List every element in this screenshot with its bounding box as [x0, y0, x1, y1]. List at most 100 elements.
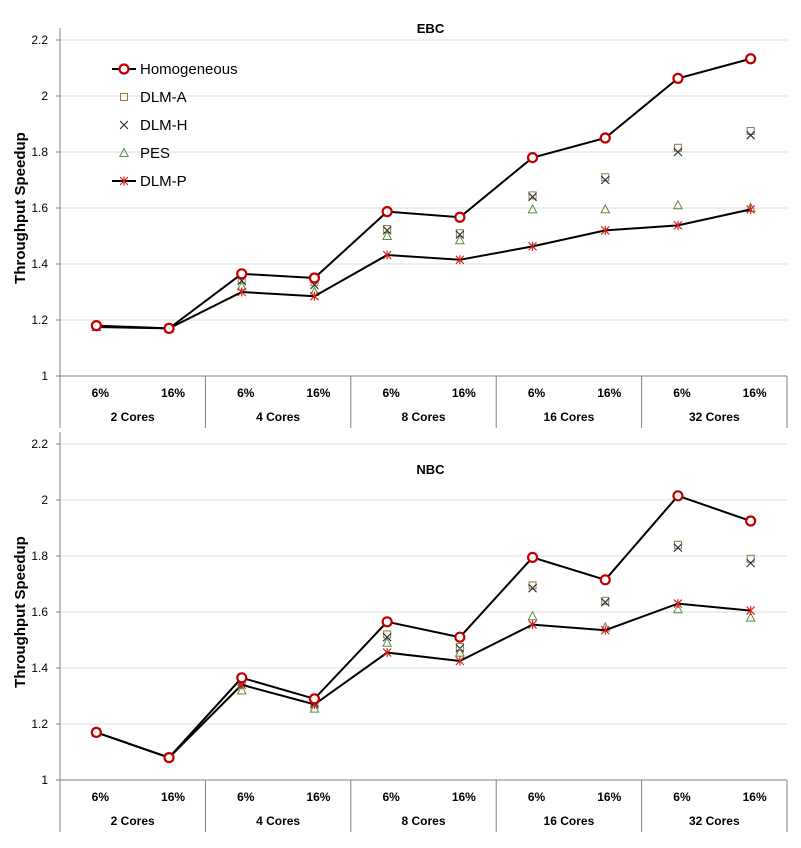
x-group-label: 16 Cores [544, 410, 595, 424]
x-tick-label: 6% [92, 790, 110, 804]
data-point [90, 320, 102, 332]
data-point-shape [746, 606, 756, 616]
x-tick-label: 6% [92, 386, 110, 400]
data-point [237, 287, 247, 297]
data-point-shape [600, 225, 610, 235]
data-point [600, 625, 610, 635]
x-tick-label: 6% [528, 386, 546, 400]
legend-label: Homogeneous [140, 61, 238, 78]
legend-item: PES [118, 145, 170, 162]
data-point [746, 204, 756, 214]
data-point [600, 597, 610, 607]
chart-ebc: 1 1.2 1.4 1.6 1.8 2 2.2 6% 16% 6% 16% 6% 16% 6% 16% 6% 1… [12, 21, 788, 428]
data-point-shape [599, 574, 611, 586]
legend: Homogeneous DLM-A DLM-H PES DLM-P [112, 61, 238, 190]
legend-marker [118, 63, 130, 75]
data-point [310, 291, 319, 301]
x-tick-label: 16% [306, 386, 330, 400]
data-point [746, 606, 756, 616]
data-point [526, 152, 539, 164]
data-point-shape [90, 320, 102, 332]
data-point [527, 203, 538, 214]
data-point-shape [526, 551, 539, 564]
data-point [454, 631, 466, 643]
legend-marker [120, 93, 128, 101]
data-point [454, 234, 465, 245]
data-point-shape [745, 612, 756, 622]
x-tick-label: 6% [673, 790, 691, 804]
legend-marker [119, 176, 129, 186]
data-point [673, 220, 683, 230]
series-line [96, 208, 751, 330]
data-point [163, 322, 175, 334]
data-point [600, 175, 610, 185]
series-pes [91, 603, 756, 762]
data-point [381, 616, 393, 628]
y-tick-label: 1.2 [31, 717, 48, 731]
data-point [673, 599, 683, 609]
legend-label: DLM-A [140, 89, 187, 106]
series-dlm-a [92, 127, 755, 333]
y-tick-label: 1.8 [31, 145, 48, 159]
data-point-shape [382, 648, 392, 658]
series-homogeneous [90, 53, 757, 334]
data-point-shape [308, 272, 321, 284]
data-point [600, 225, 610, 235]
data-point [746, 130, 756, 140]
series-line [96, 57, 751, 330]
data-point [528, 192, 537, 202]
data-point [382, 226, 392, 235]
data-point [672, 603, 683, 614]
legend-item: DLM-H [119, 117, 188, 134]
data-point [745, 612, 756, 622]
data-point [455, 656, 465, 666]
data-point [528, 620, 537, 630]
data-point-shape [673, 543, 683, 552]
data-point-shape [236, 672, 248, 684]
x-group-label: 32 Cores [689, 814, 740, 828]
data-point-shape [601, 596, 610, 605]
data-point-shape [672, 72, 684, 84]
data-point [90, 726, 102, 739]
chart-nbc: 1 1.2 1.4 1.6 1.8 2 2.2 6% 16% 6% 16% 6% 16% 6% 16% 6% 1… [12, 432, 788, 832]
data-point [600, 203, 611, 214]
data-point-shape [455, 255, 465, 265]
data-point [455, 255, 465, 265]
data-point-shape [672, 603, 683, 614]
data-point-shape [528, 192, 537, 202]
y-tick-label: 1.4 [31, 257, 48, 271]
series-line [96, 494, 751, 759]
data-point-shape [236, 684, 247, 695]
data-point [236, 684, 247, 695]
legend-marker-shape [119, 120, 129, 130]
x-group-label: 16 Cores [544, 814, 595, 828]
data-point-shape [455, 656, 465, 666]
x-tick-label: 16% [597, 790, 621, 804]
data-point-shape [746, 204, 756, 214]
data-point [745, 515, 757, 527]
data-point-shape [528, 583, 537, 593]
data-point [454, 647, 465, 657]
series-dlm-h [91, 130, 756, 333]
y-axis-label: Throughput Speedup [12, 536, 29, 688]
legend-marker-shape [118, 147, 130, 157]
y-tick-label: 2.2 [31, 33, 48, 47]
data-point [526, 551, 539, 564]
x-group-label: 4 Cores [256, 814, 300, 828]
data-point [599, 132, 611, 144]
data-point-shape [237, 287, 247, 297]
series-dlm-a [92, 540, 755, 762]
data-point-shape [528, 241, 537, 251]
data-point-shape [600, 597, 610, 607]
chart-title: NBC [416, 462, 445, 477]
data-point [527, 610, 538, 621]
data-point-shape [745, 515, 757, 527]
legend-marker-shape [119, 176, 129, 186]
y-tick-label: 2 [41, 89, 48, 103]
chart-title: EBC [417, 21, 445, 36]
data-point-shape [309, 703, 320, 713]
legend-marker [118, 147, 130, 157]
data-point [673, 543, 683, 552]
y-tick-label: 1 [41, 369, 48, 383]
data-point-shape [382, 230, 393, 240]
